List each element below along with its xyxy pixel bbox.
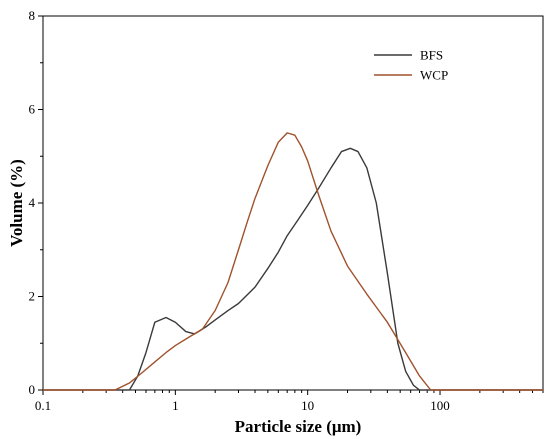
- y-tick-label: 8: [29, 8, 36, 23]
- y-axis-title: Volume (%): [7, 159, 26, 247]
- series-group: [43, 132, 543, 391]
- plot-area: [42, 15, 544, 391]
- x-axis: 0.1 1 10 100: [35, 390, 544, 413]
- y-tick-label: 4: [29, 195, 36, 210]
- legend-label-wcp: WCP: [420, 68, 448, 83]
- y-tick-label: 2: [29, 289, 36, 304]
- legend: BFS WCP: [374, 48, 448, 83]
- x-axis-title: Particle size (μm): [235, 417, 362, 436]
- x-tick-label: 0.1: [35, 398, 51, 413]
- y-tick-label: 6: [29, 102, 36, 117]
- series-line-wcp: [43, 132, 543, 391]
- y-axis: 0 2 4 6 8: [29, 8, 43, 397]
- plot-frame: [42, 15, 544, 391]
- x-tick-label: 100: [430, 398, 450, 413]
- y-tick-label: 0: [29, 382, 36, 397]
- series-line-bfs: [43, 147, 543, 391]
- x-tick-label: 10: [301, 398, 314, 413]
- legend-label-bfs: BFS: [420, 48, 443, 63]
- x-tick-label: 1: [172, 398, 179, 413]
